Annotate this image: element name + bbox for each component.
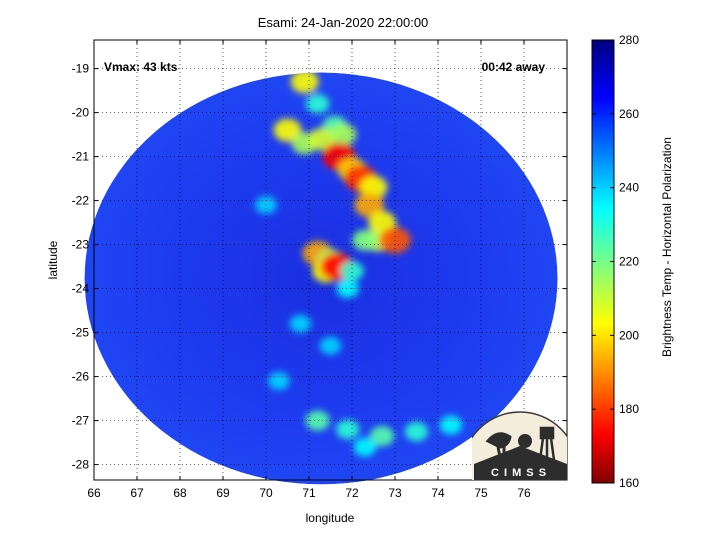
grid-lines [94, 40, 567, 480]
x-tick-label: 75 [474, 486, 488, 500]
feature-point [354, 192, 385, 218]
y-tick-label: -27 [72, 414, 90, 428]
feature-point [289, 314, 312, 333]
x-tick-label: 71 [302, 486, 316, 500]
feature-point [308, 127, 336, 151]
colorbar-tick-label: 260 [619, 107, 639, 121]
cimss-logo: C I M S S [472, 411, 567, 480]
colorbar-tick-label: 200 [619, 328, 639, 342]
logo-text: C I M S S [491, 467, 547, 479]
colorbar-tick-label: 240 [619, 181, 639, 195]
x-tick-label: 72 [345, 486, 359, 500]
plot-frame [93, 39, 568, 481]
x-tick-label: 67 [130, 486, 144, 500]
x-tick-label: 73 [388, 486, 402, 500]
feature-point [439, 415, 463, 435]
x-tick-label: 66 [87, 486, 101, 500]
colorbar-tick-label: 220 [619, 255, 639, 269]
colorbar-ticks: 160 180 200 220 240 260 280 [592, 33, 639, 490]
feature-point [305, 410, 330, 431]
feature-point [336, 419, 360, 440]
feature-point [340, 261, 364, 281]
logo-roof [474, 446, 567, 480]
feature-point [369, 425, 395, 447]
feature-point [353, 437, 377, 457]
y-tick-label: -22 [72, 194, 90, 208]
y-axis-ticks: -19 -20 -21 -22 -23 -24 -25 -26 -27 -28 [72, 62, 567, 472]
colorbar-tick-label: 180 [619, 402, 639, 416]
y-axis-label: latitude [46, 240, 60, 279]
x-tick-label: 69 [216, 486, 230, 500]
vmax-annotation: Vmax: 43 kts [104, 60, 178, 74]
time-away-annotation: 00:42 away [482, 60, 546, 74]
x-tick-label: 68 [173, 486, 187, 500]
y-tick-label: -25 [72, 326, 90, 340]
x-tick-label: 76 [517, 486, 531, 500]
y-tick-label: -19 [72, 62, 90, 76]
satellite-dish-icon [485, 432, 512, 458]
y-tick-label: -28 [72, 458, 90, 472]
feature-point [255, 196, 277, 214]
y-tick-label: -20 [72, 106, 90, 120]
swath-disk [84, 72, 558, 485]
radar-dome-icon [518, 434, 532, 448]
y-tick-label: -24 [72, 282, 90, 296]
convective-features [255, 72, 463, 457]
water-tower-icon [538, 426, 556, 461]
y-tick-label: -23 [72, 238, 90, 252]
x-tick-label: 74 [431, 486, 445, 500]
feature-point [336, 279, 359, 298]
colorbar-tick-label: 280 [619, 33, 639, 47]
feature-point [330, 123, 357, 146]
x-axis-label: longitude [306, 511, 355, 525]
feature-point [273, 118, 302, 142]
x-axis-ticks: 66 67 68 69 70 71 72 73 74 75 76 [87, 40, 531, 500]
colorbar: 160 180 200 220 240 260 280 Brightness Temp - … [591, 33, 674, 490]
chart-title: Esami: 24-Jan-2020 22:00:00 [258, 15, 429, 30]
colorbar-label: Brightness Temp - Horizontal Polarizatio… [660, 137, 674, 357]
feature-point [404, 421, 429, 442]
feature-point [352, 229, 378, 251]
y-tick-label: -26 [72, 370, 90, 384]
feature-point [290, 72, 319, 94]
feature-point [268, 372, 290, 390]
x-tick-label: 70 [259, 486, 273, 500]
y-tick-label: -21 [72, 150, 90, 164]
feature-point [319, 336, 342, 355]
colorbar-tick-label: 160 [619, 476, 639, 490]
feature-point [305, 94, 330, 114]
